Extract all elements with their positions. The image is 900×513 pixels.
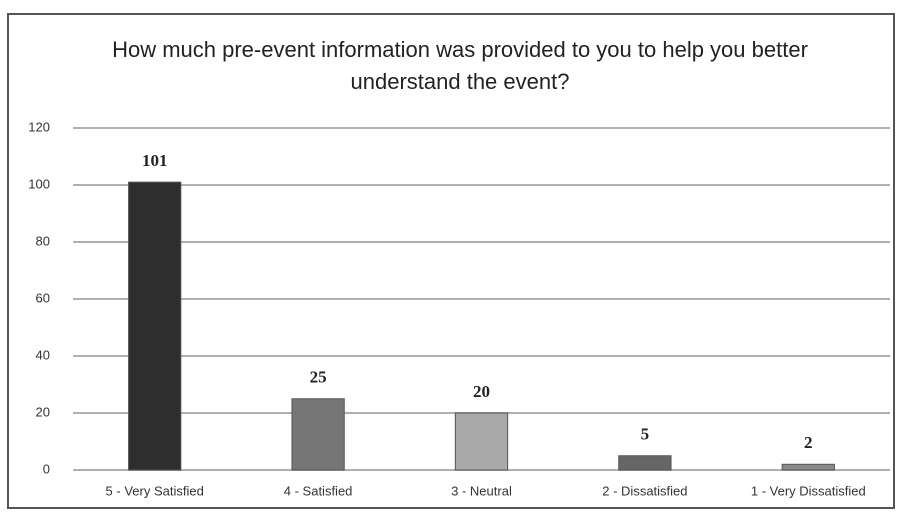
x-tick-label: 4 - Satisfied — [284, 483, 353, 498]
x-tick-label: 5 - Very Satisfied — [106, 483, 204, 498]
y-tick-label: 120 — [28, 119, 50, 134]
value-label: 20 — [473, 382, 490, 401]
bar — [618, 455, 672, 471]
y-tick-label: 80 — [36, 233, 50, 248]
bar — [128, 181, 182, 471]
value-label: 5 — [641, 425, 650, 444]
x-tick-label: 2 - Dissatisfied — [602, 483, 687, 498]
value-label: 2 — [804, 433, 813, 452]
x-tick-label: 1 - Very Dissatisfied — [751, 483, 866, 498]
value-label: 25 — [310, 368, 327, 387]
bar — [291, 398, 345, 471]
y-tick-label: 40 — [36, 347, 50, 362]
value-label: 101 — [142, 151, 168, 170]
bar — [454, 412, 509, 471]
y-tick-label: 100 — [28, 176, 50, 191]
chart-title: How much pre-event information was provi… — [112, 37, 808, 94]
y-tick-label: 60 — [36, 290, 50, 305]
bar — [781, 463, 835, 471]
y-tick-label: 0 — [43, 461, 50, 476]
y-tick-label: 20 — [36, 404, 50, 419]
x-tick-label: 3 - Neutral — [451, 483, 512, 498]
